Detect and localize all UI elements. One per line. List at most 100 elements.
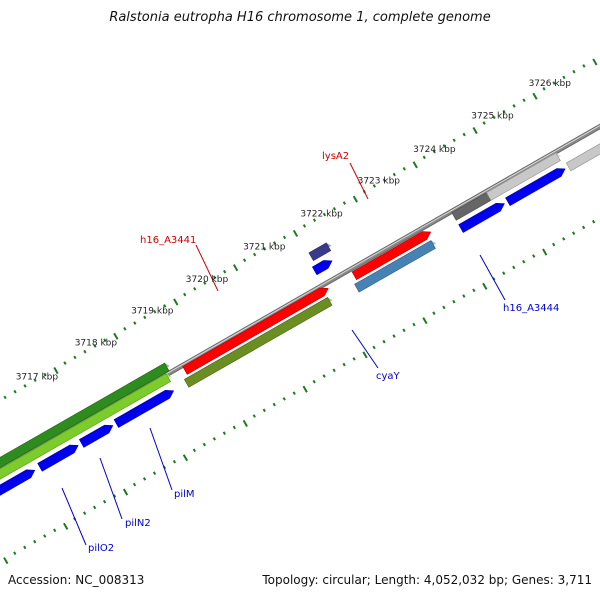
- upper-tick: [192, 448, 197, 453]
- lower-tick: [262, 247, 267, 251]
- upper-tick: [422, 317, 428, 325]
- upper-tick: [23, 545, 27, 550]
- upper-tick: [202, 442, 207, 447]
- lower-tick: [292, 229, 299, 237]
- lower-tick: [13, 389, 17, 394]
- lower-tick: [512, 104, 516, 108]
- feature-lysA2-cds: [351, 231, 432, 281]
- lower-tick: [33, 378, 37, 383]
- upper-tick: [112, 494, 117, 498]
- feature-cyaY-gene: [308, 242, 332, 262]
- gene-pilN2-label: pilN2: [125, 518, 151, 529]
- lower-tick: [332, 207, 337, 211]
- upper-tick: [392, 334, 396, 338]
- feature-lysA2-gene: [354, 240, 437, 293]
- lower-tick: [233, 264, 239, 272]
- feature-upper-left-cds: [0, 469, 36, 496]
- feature-body: [37, 444, 79, 472]
- feature-body: [311, 260, 333, 276]
- upper-tick: [412, 322, 416, 327]
- feature-body: [505, 168, 566, 207]
- feature-body: [0, 373, 172, 480]
- gene-pilM-label: pilM: [174, 489, 195, 500]
- lower-tick: [382, 178, 386, 183]
- feature-body: [78, 424, 114, 448]
- lower-tick: [302, 224, 307, 228]
- feature-right-cds: [458, 202, 505, 233]
- feature-upper-left-cds-2: [37, 444, 79, 472]
- upper-tick: [132, 482, 137, 487]
- feature-body: [486, 152, 561, 201]
- feature-lightgreen-region: [0, 373, 172, 480]
- lower-tick: [93, 344, 97, 348]
- lower-tick: [432, 149, 436, 154]
- upper-tick: [572, 231, 576, 235]
- scale-label: 3726 kbp: [529, 79, 572, 89]
- gene-pilM-line: [149, 427, 173, 491]
- lower-tick: [482, 121, 486, 125]
- lower-tick: [502, 109, 506, 114]
- feature-body: [113, 390, 175, 428]
- upper-tick: [172, 459, 177, 464]
- upper-tick: [212, 437, 216, 441]
- backbone-highlight: [0, 124, 600, 470]
- upper-tick: [272, 402, 276, 407]
- lower-tick: [223, 269, 227, 274]
- upper-tick: [262, 408, 266, 413]
- upper-tick: [142, 477, 147, 481]
- lower-tick: [452, 138, 456, 143]
- upper-tick: [442, 305, 446, 310]
- gene-h16-a3444-label: h16_A3444: [503, 303, 559, 314]
- upper-tick: [182, 454, 189, 462]
- feature-right-gray: [565, 143, 600, 172]
- scale-label: 3717 kbp: [16, 372, 59, 382]
- upper-tick: [43, 534, 47, 538]
- scale-label: 3719 kbp: [131, 306, 174, 316]
- upper-tick: [482, 282, 488, 290]
- lower-tick: [23, 384, 27, 388]
- lower-tick: [572, 69, 576, 74]
- lower-tick: [532, 92, 538, 100]
- map-title: Ralstonia eutropha H16 chromosome 1, com…: [109, 10, 491, 25]
- lower-tick: [592, 58, 598, 66]
- upper-tick: [342, 362, 346, 367]
- upper-tick: [312, 379, 316, 384]
- feature-body: [0, 362, 170, 469]
- backbone-shadow: [0, 123, 600, 473]
- upper-tick: [3, 557, 9, 565]
- feature-h16-a3441-gene: [183, 297, 333, 388]
- upper-tick: [472, 288, 476, 293]
- scale-label: 3721 kbp: [243, 242, 286, 252]
- lower-tick: [103, 338, 107, 343]
- accession-text: Accession: NC_008313: [8, 573, 145, 587]
- upper-tick: [222, 431, 226, 435]
- upper-tick: [13, 551, 17, 555]
- tick-marks: [3, 58, 598, 565]
- feature-right-cds-2: [505, 168, 566, 207]
- lower-tick: [282, 235, 287, 240]
- scale-label: 3718 kbp: [75, 339, 118, 349]
- upper-tick: [462, 294, 466, 298]
- upper-tick: [552, 242, 556, 247]
- lower-tick: [582, 64, 586, 68]
- lower-tick: [472, 127, 478, 135]
- lower-tick: [203, 281, 207, 285]
- lower-tick: [562, 75, 566, 80]
- lower-tick: [322, 212, 327, 217]
- lower-tick: [123, 327, 127, 331]
- upper-tick: [582, 225, 586, 230]
- upper-tick: [532, 254, 536, 258]
- feature-right-lightgray: [486, 152, 561, 201]
- backbone: [0, 123, 600, 473]
- feature-green-region: [0, 362, 170, 469]
- lower-tick: [462, 132, 466, 137]
- genome-summary-text: Topology: circular; Length: 4,052,032 bp…: [262, 573, 592, 587]
- lower-tick: [213, 275, 217, 280]
- feature-layer: [0, 143, 600, 496]
- feature-body: [354, 240, 436, 293]
- upper-tick: [282, 397, 286, 401]
- upper-tick: [432, 311, 436, 315]
- upper-tick: [522, 259, 526, 264]
- upper-tick: [152, 471, 157, 475]
- lower-tick: [83, 349, 87, 354]
